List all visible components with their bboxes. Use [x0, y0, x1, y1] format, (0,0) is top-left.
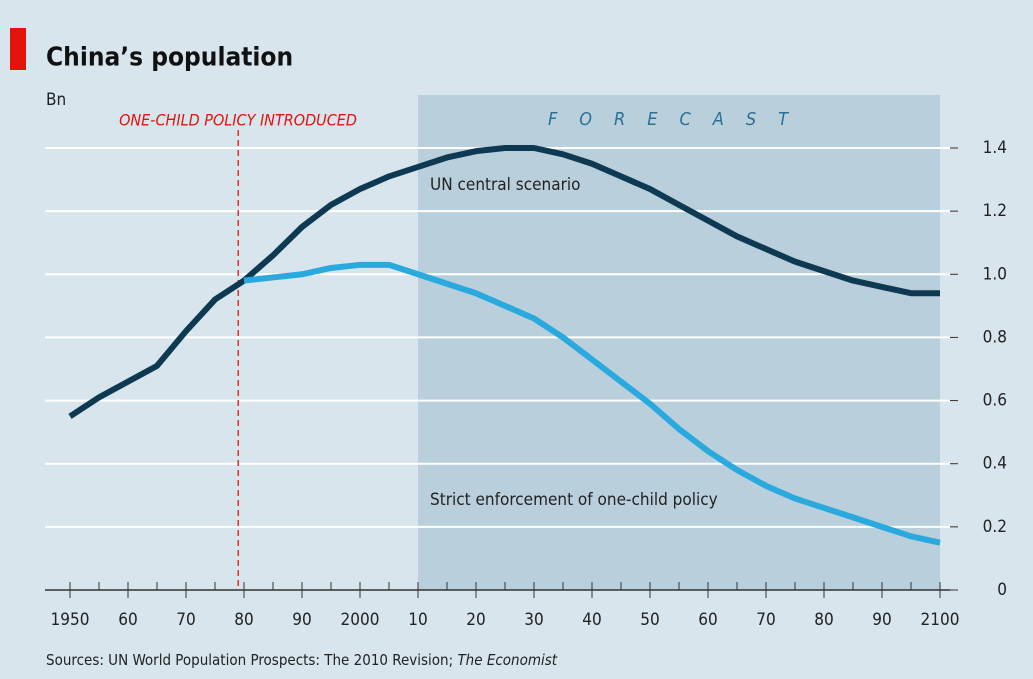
x-tick-label: 90	[872, 610, 891, 630]
y-tick-label: 1.0	[983, 264, 1007, 284]
brand-bar	[10, 28, 26, 70]
y-tick-label: 0.2	[983, 517, 1007, 537]
series-label: UN central scenario	[430, 175, 581, 195]
series-label: Strict enforcement of one-child policy	[430, 490, 718, 510]
y-tick-label: 0	[997, 580, 1007, 600]
policy-label: ONE-CHILD POLICY INTRODUCED	[119, 111, 357, 130]
x-tick-label: 20	[466, 610, 485, 630]
x-tick-label: 70	[176, 610, 195, 630]
source-text: Sources: UN World Population Prospects: …	[46, 651, 457, 669]
source-italic: The Economist	[457, 651, 557, 669]
plot: FORECAST 0 0.2 0.4 0.6 0.8 1.0 1.2 1.4 1950 60 70 80…	[45, 95, 1007, 630]
y-tick-label: 0.8	[983, 327, 1007, 347]
x-tick-label: 1950	[51, 610, 90, 630]
chart-title: China’s population	[46, 43, 293, 73]
forecast-label: FORECAST	[548, 109, 810, 130]
y-unit: Bn	[46, 90, 66, 110]
x-tick-label: 30	[524, 610, 543, 630]
x-tick-label: 80	[814, 610, 833, 630]
x-tick-label: 2100	[921, 610, 960, 630]
series-line	[68, 145, 940, 419]
x-tick-label: 60	[118, 610, 137, 630]
x-tick-label: 90	[292, 610, 311, 630]
x-tick-label: 2000	[341, 610, 380, 630]
x-tick-label: 80	[234, 610, 253, 630]
x-tick-label: 70	[756, 610, 775, 630]
x-tick-label: 60	[698, 610, 717, 630]
forecast-region	[418, 95, 940, 590]
series-line	[243, 261, 941, 546]
y-tick-label: 1.4	[983, 138, 1007, 158]
source: Sources: UN World Population Prospects: …	[46, 651, 558, 669]
y-tick-label: 0.6	[983, 391, 1007, 411]
x-tick-label: 40	[582, 610, 601, 630]
y-tick-label: 0.4	[983, 454, 1007, 474]
x-tick-label: 50	[640, 610, 659, 630]
y-tick-label: 1.2	[983, 201, 1007, 221]
x-tick-label: 10	[408, 610, 427, 630]
